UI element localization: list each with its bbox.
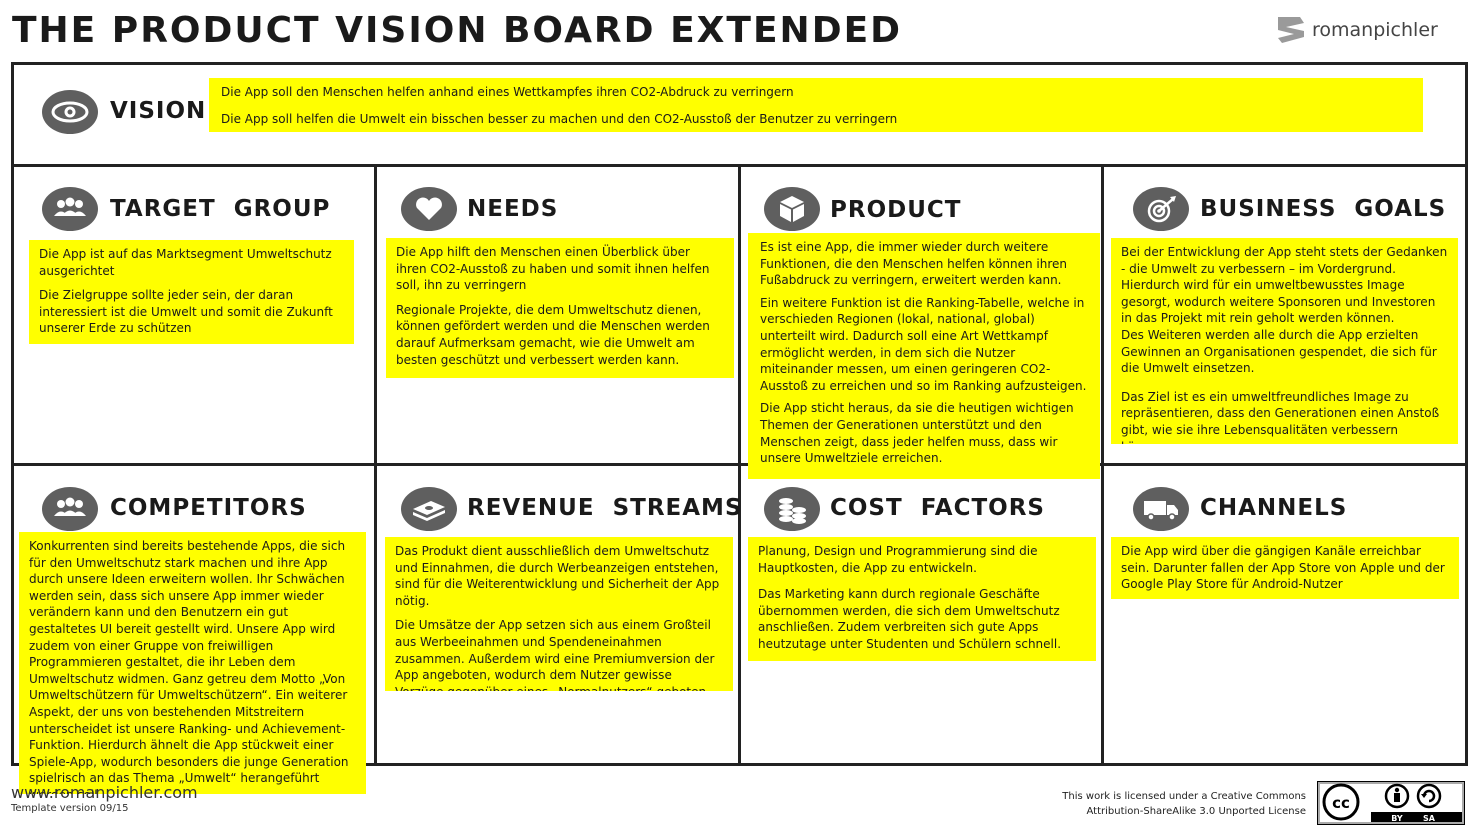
license-line: Attribution-ShareAlike 3.0 Unported Lice… xyxy=(1086,806,1306,817)
target-icon xyxy=(1133,187,1189,231)
divider xyxy=(1101,164,1104,766)
note-paragraph: Planung, Design und Programmierung sind … xyxy=(758,544,1038,575)
vision-note: Die App soll den Menschen helfen anhand … xyxy=(209,78,1423,132)
eye-icon xyxy=(42,90,98,134)
needs-label: NEEDS xyxy=(467,196,559,222)
note-paragraph: Die Zielgruppe sollte jeder sein, der da… xyxy=(39,288,333,336)
vision-label: VISION xyxy=(110,98,207,124)
brand-name: romanpichler xyxy=(1312,19,1438,41)
channels-note: Die App wird über die gängigen Kanäle er… xyxy=(1111,537,1459,599)
license-line: This work is licensed under a Creative C… xyxy=(1062,791,1306,802)
product-label: PRODUCT xyxy=(830,197,962,223)
note-paragraph: Die Umsätze der App setzen sich aus eine… xyxy=(395,618,715,691)
note-paragraph: Das Produkt dient ausschließlich dem Umw… xyxy=(395,544,720,608)
note-paragraph: Des Weiteren werden alle durch die App e… xyxy=(1121,327,1437,376)
note-paragraph: Bei der Entwicklung der App steht stets … xyxy=(1121,245,1448,326)
cost-factors-label: COST FACTORS xyxy=(830,495,1045,521)
cc-by-sa-badge-icon[interactable]: cc BY SA xyxy=(1317,781,1465,825)
people-icon xyxy=(42,187,98,231)
competitors-note: Konkurrenten sind bereits bestehende App… xyxy=(19,532,366,794)
money-icon xyxy=(401,487,457,531)
needs-note: Die App hilft den Menschen einen Überbli… xyxy=(386,238,734,378)
romanpichler-logo-icon xyxy=(1278,17,1304,43)
target-group-note: Die App ist auf das Marktsegment Umwelts… xyxy=(29,240,354,344)
people-icon xyxy=(42,487,98,531)
note-paragraph: Ein weitere Funktion ist die Ranking-Tab… xyxy=(760,295,1087,393)
license-text: This work is licensed under a Creative C… xyxy=(1000,789,1306,819)
revenue-streams-note: Das Produkt dient ausschließlich dem Umw… xyxy=(385,537,733,691)
cc-label: cc xyxy=(1332,794,1350,812)
note-paragraph: Regionale Projekte, die dem Umweltschutz… xyxy=(396,302,710,367)
heart-icon xyxy=(401,187,457,231)
brand-logo: romanpichler xyxy=(1276,14,1438,46)
business-goals-label: BUSINESS GOALS xyxy=(1200,196,1447,222)
coins-icon xyxy=(764,487,820,531)
competitors-label: COMPETITORS xyxy=(110,495,307,521)
note-paragraph: Die App wird über die gängigen Kanäle er… xyxy=(1121,544,1445,592)
by-label: BY xyxy=(1391,814,1403,823)
business-goals-note: Bei der Entwicklung der App steht stets … xyxy=(1111,238,1458,444)
product-note: Es ist eine App, die immer wieder durch … xyxy=(748,233,1100,479)
note-paragraph: Konkurrenten sind bereits bestehende App… xyxy=(29,539,349,794)
box-icon xyxy=(764,187,820,231)
vision-line: Die App soll den Menschen helfen anhand … xyxy=(221,85,794,99)
cost-factors-note: Planung, Design und Programmierung sind … xyxy=(748,537,1096,661)
sa-label: SA xyxy=(1423,814,1436,823)
divider xyxy=(374,164,377,766)
target-group-label: TARGET GROUP xyxy=(110,196,331,222)
channels-label: CHANNELS xyxy=(1200,495,1348,521)
note-paragraph: Das Ziel ist es ein umweltfreundliches I… xyxy=(1121,389,1440,444)
note-paragraph: Die App sticht heraus, da sie die heutig… xyxy=(760,401,1074,466)
divider xyxy=(738,164,741,766)
truck-icon xyxy=(1133,487,1189,531)
note-paragraph: Die App hilft den Menschen einen Überbli… xyxy=(396,245,710,293)
page-title: THE PRODUCT VISION BOARD EXTENDED xyxy=(12,10,903,51)
template-version: Template version 09/15 xyxy=(11,803,129,814)
vision-line: Die App soll helfen die Umwelt ein bissc… xyxy=(221,111,898,126)
footer-url[interactable]: www.romanpichler.com xyxy=(11,783,198,802)
revenue-streams-label: REVENUE STREAMS xyxy=(467,495,743,521)
note-paragraph: Es ist eine App, die immer wieder durch … xyxy=(760,240,1068,288)
note-paragraph: Das Marketing kann durch regionale Gesch… xyxy=(758,587,1062,651)
note-paragraph: Die App ist auf das Marktsegment Umwelts… xyxy=(39,247,332,278)
